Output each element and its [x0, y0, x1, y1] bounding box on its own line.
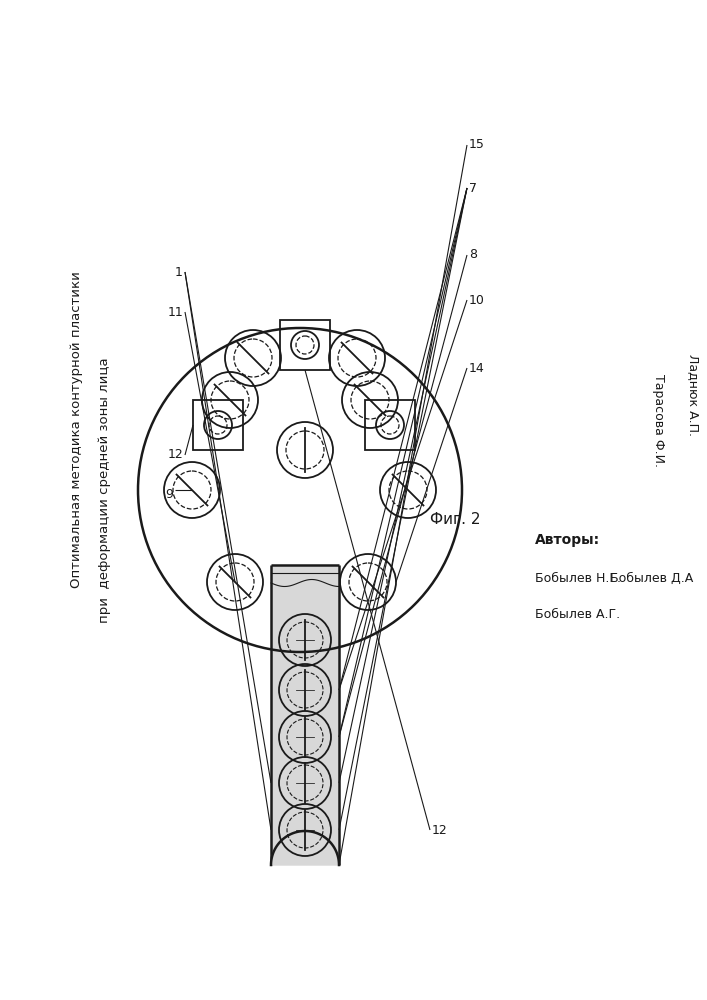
Text: 7: 7 [469, 182, 477, 194]
Text: 9: 9 [165, 488, 173, 502]
Bar [271, 565, 339, 865]
Text: 14: 14 [469, 361, 485, 374]
Text: 11: 11 [168, 306, 183, 318]
Text: Бобылев А.Г.: Бобылев А.Г. [535, 608, 620, 621]
Polygon shape [271, 831, 339, 865]
Bar [365, 400, 415, 450]
Text: Оптимальная методика контурной пластики: Оптимальная методика контурной пластики [71, 272, 83, 588]
Text: 10: 10 [469, 294, 485, 306]
Text: Ладнюк А.П.: Ладнюк А.П. [686, 354, 699, 436]
Text: Авторы:: Авторы: [535, 533, 600, 547]
Text: при  деформации средней зоны лица: при деформации средней зоны лица [98, 357, 112, 623]
Bar [280, 320, 330, 370]
Text: Тарасова Ф.И.: Тарасова Ф.И. [651, 373, 665, 466]
Bar [193, 400, 243, 450]
Text: 1: 1 [175, 265, 183, 278]
Text: Фиг. 2: Фиг. 2 [430, 512, 481, 528]
Text: Бобылев Н.Г.: Бобылев Н.Г. [535, 572, 621, 584]
Text: 12: 12 [168, 448, 183, 462]
Text: 8: 8 [469, 248, 477, 261]
Text: 12: 12 [432, 824, 448, 836]
Text: 15: 15 [469, 138, 485, 151]
Text: Бобылев Д.А: Бобылев Д.А [610, 572, 694, 584]
